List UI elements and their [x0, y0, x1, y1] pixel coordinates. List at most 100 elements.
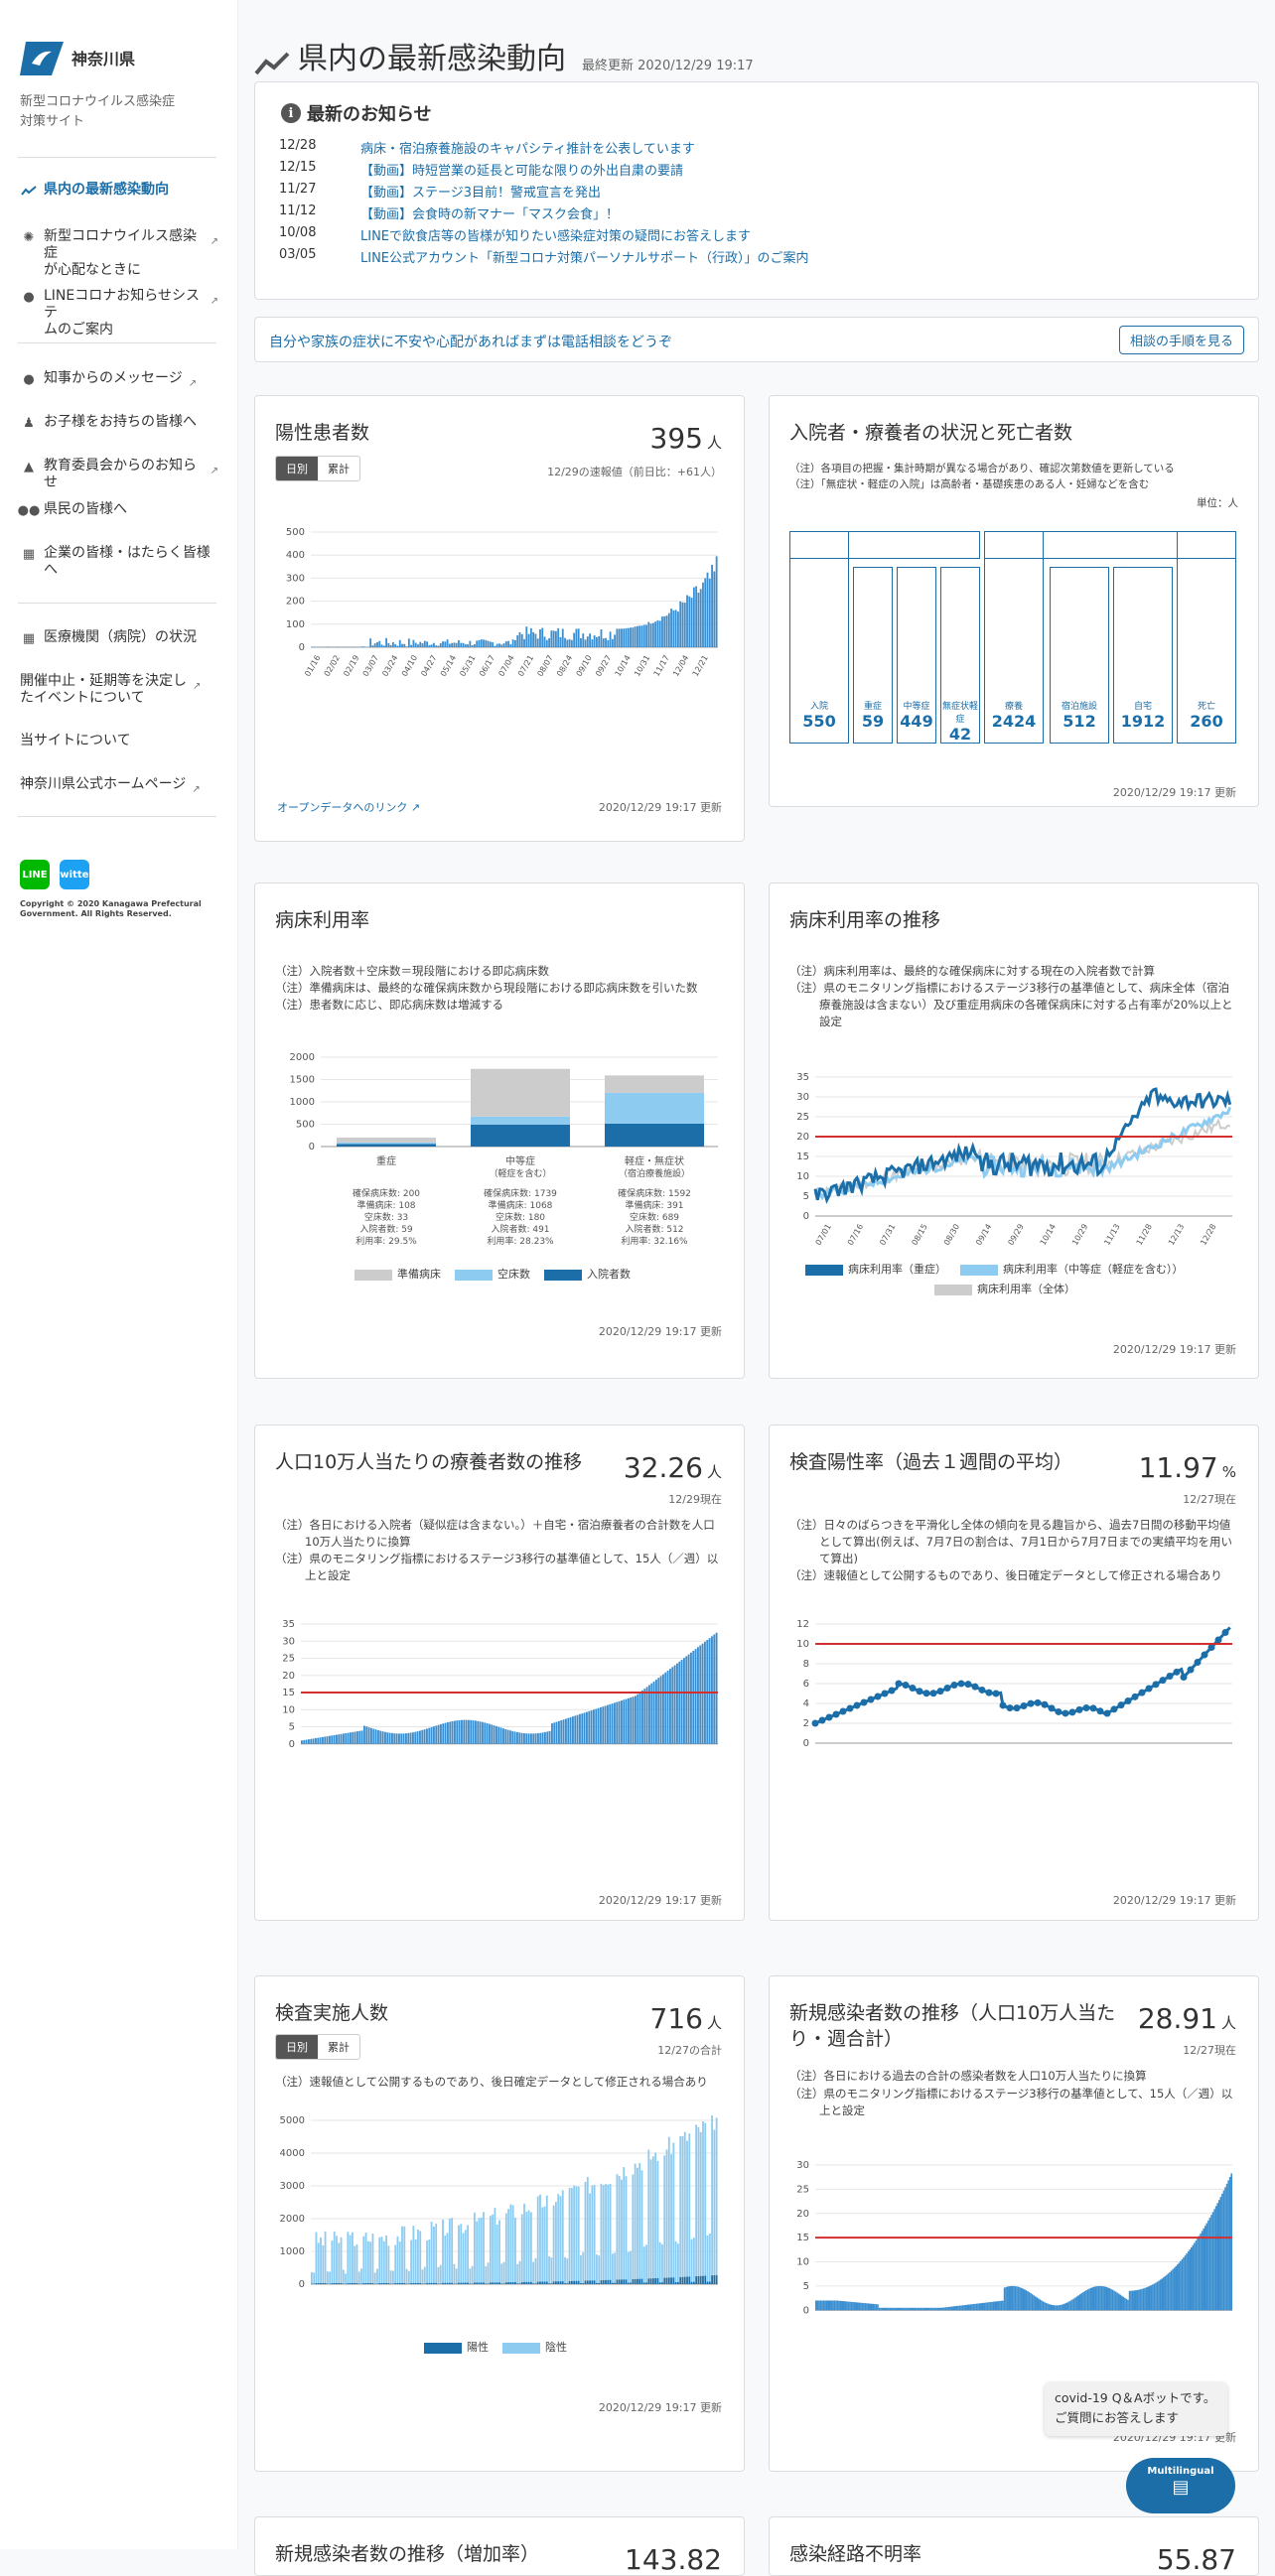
bar [612, 639, 614, 647]
nav-line-system[interactable]: ● LINEコロナお知らせシステムのご案内 ↗ [20, 288, 218, 339]
nav-latest-trends[interactable]: 県内の最新感染動向 [20, 182, 218, 200]
bar [692, 1651, 694, 1744]
bar [433, 643, 435, 647]
bar [614, 634, 616, 647]
nav-parents[interactable]: ♟ お子様をお持ちの皆様へ [20, 414, 218, 432]
bar-positive [447, 2283, 449, 2284]
news-item[interactable]: 11/27【動画】ステージ3目前！警戒宣言を発出 [279, 182, 601, 201]
news-item[interactable]: 12/15【動画】時短営業の延長と可能な限りの外出自粛の要請 [279, 160, 683, 179]
data-point [868, 1696, 875, 1703]
bar [654, 621, 656, 647]
bar [509, 1730, 511, 1743]
bar-negative [440, 2265, 442, 2284]
site-logo[interactable]: 神奈川県 [18, 38, 135, 77]
bar [1057, 2305, 1059, 2310]
bar [823, 2301, 825, 2311]
multilingual-chat-button[interactable]: Multilingual ▤ [1126, 2458, 1235, 2513]
bar-negative [343, 2269, 345, 2283]
bar [1022, 2289, 1024, 2311]
y-tick-label: 25 [796, 2184, 809, 2195]
nav-when-worried[interactable]: ✺ 新型コロナウイルス感染症が心配なときに ↗ [20, 228, 218, 279]
bar [1133, 2290, 1135, 2310]
bar-positive [598, 2283, 600, 2284]
twitter-icon[interactable]: twitter [60, 860, 89, 889]
nav-cancelled-events[interactable]: 開催中止・延期等を決定したイベントについて ↗ [20, 673, 218, 707]
news-title: i 最新のお知らせ [281, 100, 432, 126]
nav-label: 知事からのメッセージ [44, 370, 183, 387]
bar-negative [354, 2246, 355, 2283]
toggle-cumulative[interactable]: 累計 [318, 2035, 359, 2059]
bar-positive [532, 2283, 534, 2284]
bar-negative [360, 2268, 362, 2283]
consult-steps-button[interactable]: 相談の手順を見る [1119, 326, 1244, 354]
news-item[interactable]: 11/12【動画】会食時の新マナー「マスク会食」！ [279, 203, 619, 222]
chart-line-icon [254, 50, 290, 77]
news-link[interactable]: LINEで飲食店等の皆様が知りたい感染症対策の疑問にお答えします [360, 225, 751, 244]
bar [1081, 2293, 1083, 2310]
bar [616, 1702, 618, 1744]
toggle-daily[interactable]: 日別 [276, 457, 318, 480]
news-link[interactable]: 【動画】時短営業の延長と可能な限りの外出自粛の要請 [360, 160, 683, 179]
bar [1149, 2286, 1151, 2310]
toggle-cumulative[interactable]: 累計 [318, 457, 359, 480]
news-link[interactable]: LINE公式アカウント「新型コロナ対策パーソナルサポート（行政）」のご案内 [360, 247, 809, 266]
nav-residents[interactable]: ●● 県民の皆様へ [20, 501, 218, 519]
chatbot-bubble[interactable]: covid-19 Q＆Aボットです。 ご質問にお答えします [1045, 2382, 1227, 2436]
consult-text[interactable]: 自分や家族の症状に不安や心配があればまずは電話相談をどうぞ [269, 332, 672, 351]
line-icon[interactable]: LINE [20, 860, 50, 889]
nav-about[interactable]: 当サイトについて [20, 733, 218, 749]
bar [581, 1713, 583, 1744]
bar [609, 1704, 611, 1744]
bar [1221, 2194, 1223, 2310]
bar-negative [435, 2224, 437, 2283]
bar [428, 1728, 430, 1744]
bar [567, 1718, 569, 1744]
bar-negative [410, 2240, 412, 2283]
bar-positive [417, 2283, 419, 2284]
news-link[interactable]: 病床・宿泊療養施設のキャパシティ推計を公表しています [360, 138, 695, 157]
bar [851, 2302, 853, 2310]
opendata-link[interactable]: オープンデータへのリンク ↗ [277, 799, 420, 815]
bar [417, 1731, 419, 1744]
bar [496, 644, 498, 647]
nav-education-board[interactable]: ▲ 教育委員会からのお知らせ ↗ [20, 458, 218, 491]
card-note: （注）日々のばらつきを平滑化し全体の傾向を見る趣旨から、過去7日間の移動平均値と… [789, 1517, 1238, 1567]
bar [550, 630, 552, 647]
bar-positive [347, 2283, 349, 2284]
card-subtitle: 12/29現在 [668, 1491, 722, 1507]
bar-negative [707, 2236, 709, 2281]
chat-line: ご質問にお答えします [1055, 2408, 1217, 2428]
bar-negative [576, 2186, 578, 2280]
bar [637, 626, 638, 647]
bar-negative [408, 2271, 410, 2284]
bar [1021, 2288, 1023, 2310]
bar-positive [582, 2283, 584, 2284]
bar-positive [428, 2283, 430, 2284]
news-link[interactable]: 【動画】ステージ3目前！警戒宣言を発出 [360, 182, 601, 201]
card-note: （注）「無症状・軽症の入院」は高齢者・基礎疾患のある人・妊婦などを含む [789, 476, 1238, 493]
bar-negative [490, 2216, 492, 2282]
nav-businesses[interactable]: ▦ 企業の皆様・はたらく皆様へ [20, 545, 218, 579]
stacked-bar-segment [605, 1124, 704, 1147]
nav-governor-message[interactable]: ● 知事からのメッセージ ↗ [20, 370, 218, 392]
bar [475, 1720, 477, 1743]
graduation-cap-icon: ▲ [20, 458, 38, 475]
bar [392, 642, 394, 647]
bar [924, 2308, 926, 2310]
bar [713, 572, 715, 647]
toggle-daily[interactable]: 日別 [276, 2035, 318, 2059]
bar [468, 1720, 470, 1744]
bar [496, 1726, 497, 1744]
legend-item: 病床利用率（中等症（軽症を含む）） [960, 1261, 1184, 1277]
bar-positive [350, 2283, 352, 2284]
nav-official-site[interactable]: 神奈川県公式ホームページ ↗ [20, 776, 218, 798]
legend-item: 陽性 [424, 2339, 489, 2355]
news-link[interactable]: 【動画】会食時の新マナー「マスク会食」！ [360, 203, 619, 222]
nav-hospitals[interactable]: ▦ 医療機関（病院）の状況 [20, 629, 218, 647]
bar [1016, 2286, 1018, 2310]
bar [868, 2303, 870, 2310]
bar [605, 1705, 607, 1743]
